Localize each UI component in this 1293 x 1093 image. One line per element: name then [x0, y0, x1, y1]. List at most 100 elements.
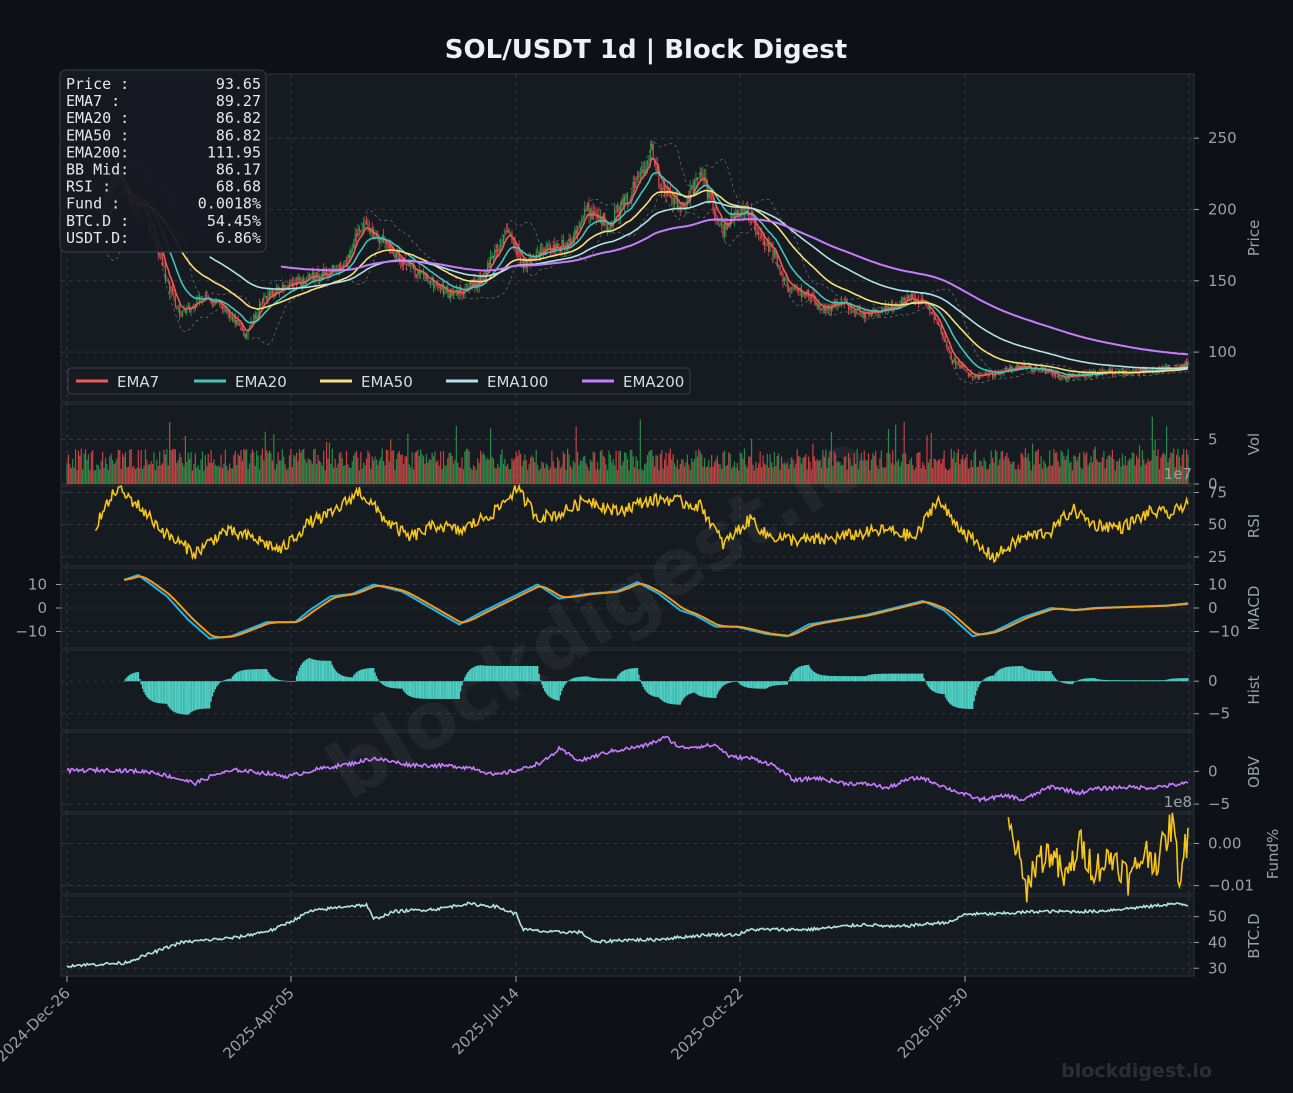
candle-body: [166, 279, 168, 281]
hist-bar: [849, 676, 851, 682]
volume-bar: [251, 449, 254, 484]
volume-bar: [1051, 465, 1054, 484]
candle-body: [1108, 369, 1111, 372]
volume-bar: [950, 448, 952, 484]
volume-bar: [614, 465, 616, 484]
hist-bar: [381, 681, 383, 685]
candle-body: [562, 240, 564, 247]
volume-bar: [206, 466, 208, 484]
volume-bar: [621, 465, 623, 484]
volume-bar: [84, 449, 87, 484]
hist-bar: [899, 673, 901, 682]
volume-bar: [836, 461, 838, 484]
candle-body: [818, 304, 820, 308]
hist-bar: [1077, 680, 1079, 682]
volume-bar: [1157, 449, 1159, 484]
volume-bar: [1084, 454, 1086, 484]
candle-body: [661, 188, 663, 191]
candle-body: [1183, 364, 1185, 366]
hist-bar: [842, 676, 844, 682]
hist-bar: [127, 675, 130, 682]
volume-bar: [789, 464, 791, 484]
volume-bar: [524, 454, 526, 484]
candle-body: [411, 263, 413, 267]
candle-body: [609, 227, 611, 229]
candle-body: [763, 239, 766, 246]
volume-bar: [348, 467, 350, 484]
volume-bar: [1081, 469, 1084, 484]
candle-body: [390, 244, 392, 250]
volume-bar: [786, 462, 788, 484]
hist-bar: [191, 681, 194, 712]
hist-bar: [265, 669, 268, 682]
volume-bar: [333, 467, 335, 484]
hist-bar: [678, 681, 680, 705]
candle-body: [906, 295, 908, 304]
volume-bar: [1076, 460, 1078, 484]
hist-bar: [267, 671, 269, 682]
candle-body: [766, 243, 768, 246]
volume-bar: [806, 469, 808, 484]
candle-body: [444, 291, 446, 293]
hist-bar: [398, 681, 401, 689]
hist-bar: [1154, 680, 1156, 682]
hist-bar: [203, 681, 205, 709]
candle-body: [805, 294, 807, 297]
volume-bar: [164, 454, 167, 484]
hist-bar: [813, 671, 816, 682]
hist-bar: [746, 681, 749, 688]
volume-bar: [662, 468, 664, 484]
panel-rsi: [60, 485, 1195, 567]
candle-body: [833, 302, 835, 307]
volume-bar: [532, 457, 534, 484]
hist-bar: [1177, 678, 1179, 682]
candle-body: [1059, 378, 1061, 379]
volume-bar: [863, 450, 865, 484]
volume-bar: [598, 469, 600, 484]
candle-body: [890, 303, 892, 309]
candle-body: [636, 175, 639, 180]
candle-body: [331, 265, 333, 271]
hist-bar: [161, 681, 164, 704]
hist-bar: [461, 681, 463, 686]
candle-body: [274, 292, 276, 295]
volume-bar: [350, 467, 352, 484]
candle-body: [622, 199, 624, 206]
candle-body: [234, 317, 236, 325]
hist-bar: [548, 681, 550, 697]
hist-bar: [723, 681, 726, 685]
candle-body: [333, 265, 335, 269]
volume-bar: [509, 468, 512, 484]
candle-body: [306, 279, 308, 281]
candle-body: [954, 358, 957, 366]
hist-bar: [432, 681, 435, 699]
hist-bar: [631, 668, 633, 682]
volume-bar: [290, 448, 292, 484]
candle-body: [933, 314, 935, 320]
bollinger-lower: [95, 193, 1189, 384]
ylabel-obv: OBV: [1245, 755, 1263, 788]
hist-bar: [417, 681, 419, 699]
volume-bar: [1026, 457, 1028, 484]
hist-bar: [298, 667, 301, 682]
volume-bar: [113, 463, 115, 484]
hist-bar: [1150, 680, 1152, 682]
volume-bar: [1117, 460, 1119, 484]
volume-bar: [1178, 457, 1181, 484]
volume-bar: [984, 460, 987, 484]
volume-bar: [1104, 468, 1106, 484]
candle-body: [631, 194, 633, 199]
volume-bar: [1083, 451, 1085, 484]
hist-bar: [1034, 670, 1037, 682]
candle-body: [658, 166, 660, 189]
hist-bar: [599, 678, 602, 682]
candle-body: [792, 287, 794, 290]
volume-bar: [116, 458, 118, 484]
hist-bar: [123, 681, 125, 682]
hist-bar: [1074, 681, 1077, 682]
volume-bar: [1121, 453, 1123, 484]
hist-bar: [826, 675, 828, 682]
hist-bar: [1004, 667, 1007, 682]
hist-bar: [983, 679, 985, 682]
hist-bar: [1091, 678, 1094, 682]
